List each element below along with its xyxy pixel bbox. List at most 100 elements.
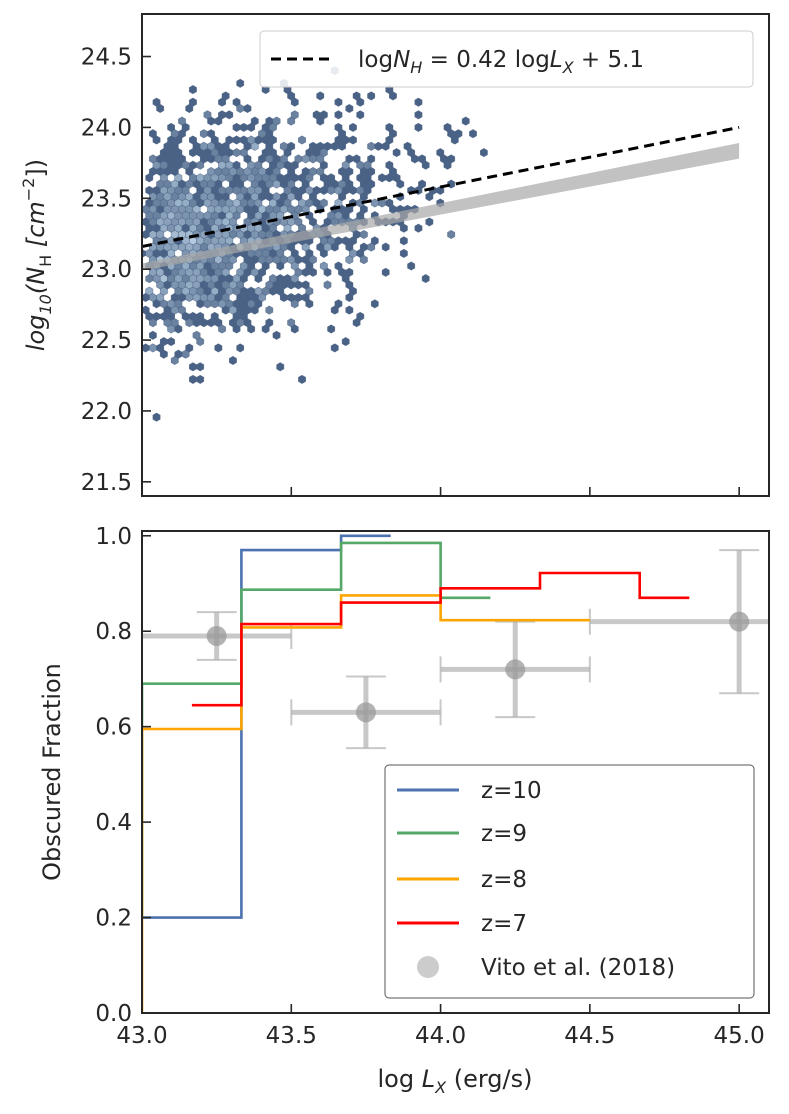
hex-bin bbox=[327, 324, 336, 334]
hex-bin bbox=[352, 91, 361, 101]
hex-bin bbox=[338, 267, 347, 277]
hex-bin bbox=[189, 286, 197, 296]
hex-bin bbox=[214, 116, 223, 126]
hex-bin bbox=[327, 211, 336, 221]
bottom-y-tick-label: 0.2 bbox=[95, 906, 132, 932]
hex-bin bbox=[232, 135, 241, 145]
hex-bin bbox=[196, 299, 205, 309]
hex-bin bbox=[301, 292, 310, 303]
bottom-x-tick-label: 44.0 bbox=[415, 1023, 466, 1049]
hex-bin bbox=[272, 154, 281, 164]
hex-bin bbox=[189, 198, 197, 208]
hex-bin bbox=[236, 343, 245, 353]
hex-bin bbox=[290, 97, 299, 107]
hex-bin bbox=[319, 173, 328, 183]
hex-bin bbox=[214, 204, 223, 214]
hex-bin bbox=[261, 223, 270, 233]
hex-bin bbox=[469, 129, 477, 139]
hex-bin bbox=[207, 179, 215, 189]
hex-bin bbox=[185, 242, 194, 252]
bottom-panel: 43.0 43.5 44.0 44.5 45.0 0.0 0.2 0.4 0.6 0.8 1.0 O… bbox=[38, 524, 770, 1097]
hex-bin bbox=[261, 324, 270, 334]
hex-bin bbox=[407, 261, 416, 271]
vito-marker bbox=[355, 702, 376, 723]
hex-bin bbox=[265, 255, 274, 265]
hex-bin bbox=[159, 311, 168, 321]
hex-bin bbox=[167, 122, 175, 132]
hex-bin bbox=[345, 255, 354, 265]
hex-bin bbox=[287, 242, 296, 252]
bottom-x-tick-label: 43.5 bbox=[266, 1023, 317, 1049]
hex-bin bbox=[149, 166, 157, 177]
hex-bin bbox=[247, 173, 256, 183]
hex-bin bbox=[243, 204, 252, 214]
hex-bin bbox=[214, 267, 223, 277]
hex-bin bbox=[199, 280, 208, 290]
hex-bin bbox=[265, 116, 274, 126]
hex-bin bbox=[276, 274, 285, 284]
top-y-axis-label: log10(NH [cm−2]) bbox=[19, 159, 55, 351]
hex-bin bbox=[388, 204, 397, 214]
hex-bin bbox=[232, 148, 241, 158]
hex-bin bbox=[298, 135, 307, 145]
top-y-tick-label: 22.5 bbox=[81, 328, 132, 354]
hex-bin bbox=[167, 274, 175, 284]
hex-bin bbox=[258, 192, 267, 202]
hex-bin bbox=[185, 103, 194, 114]
hex-bin bbox=[316, 154, 325, 164]
top-axes-frame bbox=[141, 13, 770, 497]
hex-bin bbox=[414, 110, 423, 120]
hex-bin bbox=[359, 229, 368, 240]
hex-bin bbox=[327, 173, 336, 183]
hex-bin bbox=[189, 362, 197, 372]
hex-bin bbox=[276, 286, 285, 296]
hex-bin bbox=[316, 116, 325, 126]
hex-bin bbox=[221, 141, 230, 151]
top-y-tick-label: 21.5 bbox=[81, 470, 132, 496]
hex-bin bbox=[145, 311, 154, 321]
hex-bin bbox=[367, 166, 376, 177]
hex-bin bbox=[189, 85, 197, 95]
hex-bin bbox=[247, 122, 256, 132]
hex-bin bbox=[290, 324, 299, 334]
hex-bin bbox=[348, 122, 357, 132]
hex-bin bbox=[152, 97, 161, 107]
hex-bin bbox=[247, 185, 256, 195]
hex-bin bbox=[225, 110, 234, 120]
bottom-y-axis-label: Obscured Fraction bbox=[38, 663, 66, 881]
hex-bin bbox=[345, 154, 354, 164]
hex-bin bbox=[425, 192, 434, 202]
hex-bin bbox=[388, 166, 397, 177]
hex-bin bbox=[178, 204, 186, 214]
hex-bin bbox=[167, 337, 175, 347]
hex-bin bbox=[439, 154, 448, 164]
hex-bin bbox=[254, 299, 263, 309]
hex-bin bbox=[301, 166, 310, 177]
top-legend-box bbox=[259, 30, 754, 88]
fit-legend-label: logNH = 0.42 logLX + 5.1 bbox=[358, 47, 644, 77]
hex-bin bbox=[149, 343, 157, 353]
hexbin-density bbox=[142, 66, 488, 422]
fit-confidence-band bbox=[142, 143, 740, 271]
hex-bin bbox=[403, 141, 412, 151]
step-line-z10 bbox=[142, 534, 391, 919]
step-line-z8 bbox=[142, 594, 590, 1013]
bottom-y-tick-label: 1.0 bbox=[95, 524, 132, 550]
legend-label-z9: z=9 bbox=[481, 821, 527, 847]
legend-label-z10: z=10 bbox=[481, 778, 542, 804]
hex-bin bbox=[152, 311, 161, 321]
hex-bin bbox=[236, 78, 245, 88]
hex-bin bbox=[447, 154, 456, 164]
hex-bin bbox=[214, 179, 223, 189]
hex-bin bbox=[385, 122, 394, 132]
hex-bin bbox=[210, 135, 219, 145]
hex-bin bbox=[359, 204, 368, 214]
hex-bin bbox=[290, 110, 299, 120]
hex-bin bbox=[265, 280, 274, 290]
hex-bin bbox=[287, 292, 296, 303]
top-y-tick-label: 22.0 bbox=[81, 399, 132, 425]
hex-bin bbox=[410, 154, 419, 164]
hex-bin bbox=[254, 274, 263, 284]
hex-bin bbox=[170, 204, 179, 214]
hex-bin bbox=[207, 116, 215, 126]
